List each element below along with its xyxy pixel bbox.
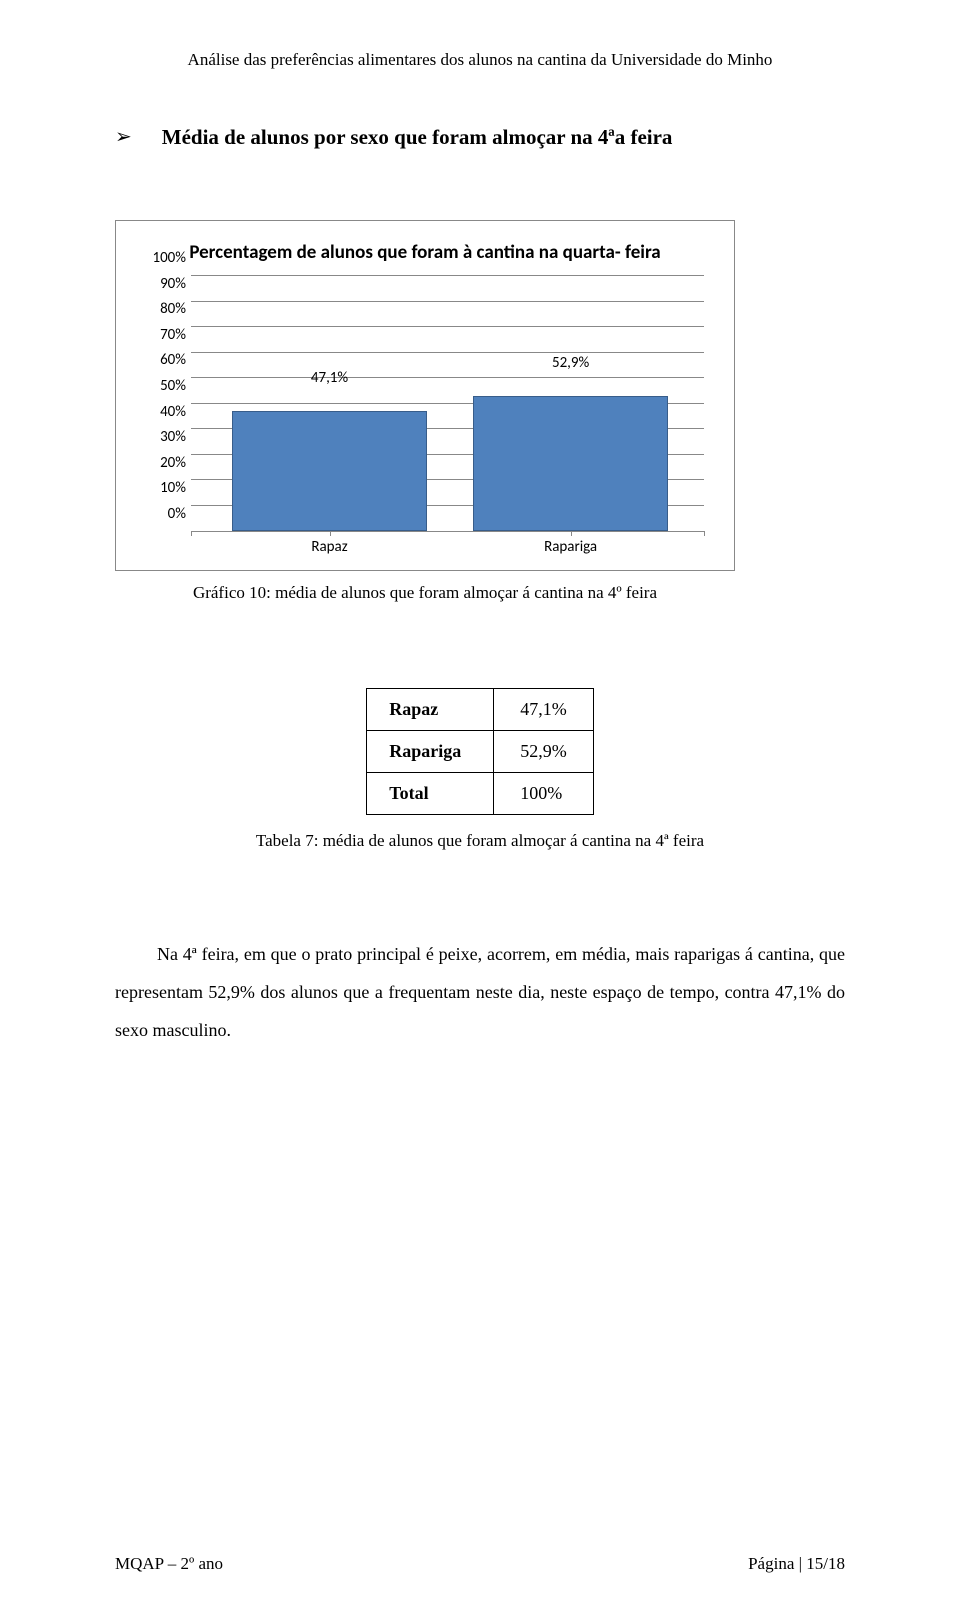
table-caption: Tabela 7: média de alunos que foram almo… xyxy=(115,831,845,851)
chart-xtick-mark xyxy=(704,531,705,536)
chart-bar-value-label: 47,1% xyxy=(311,369,348,390)
section-title: Média de alunos por sexo que foram almoç… xyxy=(162,125,673,150)
table-row: Rapariga52,9% xyxy=(367,731,594,773)
chart-ytick: 80% xyxy=(136,300,186,318)
chart-ytick: 100% xyxy=(136,249,186,267)
footer-right: Página | 15/18 xyxy=(748,1554,845,1574)
body-paragraph: Na 4ª feira, em que o prato principal é … xyxy=(115,936,845,1049)
table-row: Rapaz47,1% xyxy=(367,689,594,731)
chart-ytick: 60% xyxy=(136,351,186,369)
footer-left: MQAP – 2º ano xyxy=(115,1554,223,1574)
chart-bar xyxy=(473,396,668,531)
bar-chart: Percentagem de alunos que foram à cantin… xyxy=(115,220,735,571)
chart-xlabel: Rapariga xyxy=(544,538,597,556)
chart-ytick: 70% xyxy=(136,326,186,344)
table-cell-value: 100% xyxy=(494,773,594,815)
table-cell-label: Total xyxy=(367,773,494,815)
chart-ytick: 10% xyxy=(136,479,186,497)
table-row: Total100% xyxy=(367,773,594,815)
page-footer: MQAP – 2º ano Página | 15/18 xyxy=(115,1554,845,1574)
chart-bar xyxy=(232,411,427,531)
chart-xtick-mark xyxy=(330,531,331,536)
chart-xtick-mark xyxy=(571,531,572,536)
document-header: Análise das preferências alimentares dos… xyxy=(115,50,845,70)
chart-ytick: 30% xyxy=(136,428,186,446)
table-cell-label: Rapariga xyxy=(367,731,494,773)
data-table: Rapaz47,1%Rapariga52,9%Total100% xyxy=(366,688,594,815)
arrow-bullet-icon: ➢ xyxy=(115,125,132,149)
chart-xlabel: Rapaz xyxy=(311,538,347,556)
table-cell-value: 52,9% xyxy=(494,731,594,773)
chart-gridline xyxy=(191,301,704,302)
chart-gridline xyxy=(191,352,704,353)
chart-gridline xyxy=(191,377,704,378)
chart-title: Percentagem de alunos que foram à cantin… xyxy=(136,241,714,264)
chart-caption: Gráfico 10: média de alunos que foram al… xyxy=(115,583,735,603)
chart-bar-value-label: 52,9% xyxy=(552,354,589,375)
chart-ytick: 20% xyxy=(136,454,186,472)
chart-xtick-mark xyxy=(191,531,192,536)
chart-ytick: 90% xyxy=(136,275,186,293)
chart-ytick: 40% xyxy=(136,403,186,421)
chart-plot-area: 47,1% 52,9% 0% 10% 20% 30% 40% 50% 60% 70% 80% 90%… xyxy=(136,276,714,556)
chart-gridline xyxy=(191,275,704,276)
chart-gridline xyxy=(191,326,704,327)
chart-ytick: 50% xyxy=(136,377,186,395)
table-cell-label: Rapaz xyxy=(367,689,494,731)
table-cell-value: 47,1% xyxy=(494,689,594,731)
chart-ytick: 0% xyxy=(136,505,186,523)
section-heading-row: ➢ Média de alunos por sexo que foram alm… xyxy=(115,125,845,150)
